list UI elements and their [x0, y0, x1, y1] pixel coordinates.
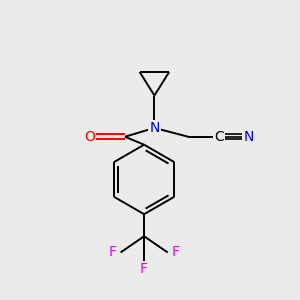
Text: F: F — [171, 245, 179, 260]
Text: C: C — [214, 130, 224, 144]
Text: F: F — [140, 262, 148, 276]
Text: F: F — [109, 245, 117, 260]
Text: N: N — [244, 130, 254, 144]
Text: O: O — [84, 130, 95, 144]
Text: N: N — [149, 121, 160, 135]
